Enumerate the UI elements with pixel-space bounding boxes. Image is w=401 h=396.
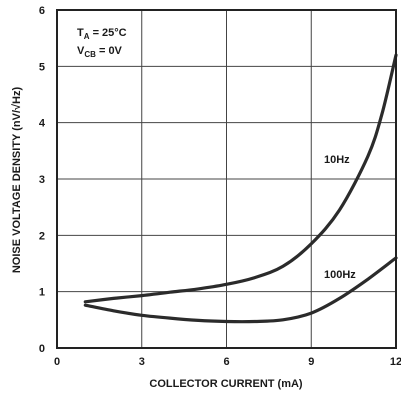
condition-vcb: VCB = 0V (77, 45, 123, 59)
y-tick-label: 3 (39, 174, 45, 186)
y-tick-label: 1 (39, 287, 45, 299)
y-axis-label: NOISE VOLTAGE DENSITY (nV/√Hz) (11, 87, 23, 274)
condition-temperature: TA = 25°C (77, 27, 127, 41)
x-tick-label: 9 (308, 356, 314, 368)
x-tick-label: 12 (390, 356, 401, 368)
y-tick-label: 5 (39, 61, 45, 73)
series-lines (83, 53, 398, 324)
conditions-box: TA = 25°C VCB = 0V (77, 27, 127, 59)
series-label-100hz: 100Hz (324, 269, 356, 281)
x-tick-label: 6 (223, 356, 229, 368)
y-tick-label: 6 (39, 5, 45, 17)
x-tick-label: 0 (54, 356, 60, 368)
x-tick-label: 3 (139, 356, 145, 368)
y-tick-label: 2 (39, 230, 45, 242)
series-label-10hz: 10Hz (324, 154, 350, 166)
y-tick-label: 0 (39, 343, 45, 355)
grid-lines (56, 9, 397, 349)
series-line-100hz (83, 256, 398, 324)
x-axis-label: COLLECTOR CURRENT (mA) (149, 378, 303, 390)
plot-frame (56, 9, 397, 349)
y-tick-label: 4 (39, 118, 46, 130)
series-line-10hz (83, 53, 398, 304)
